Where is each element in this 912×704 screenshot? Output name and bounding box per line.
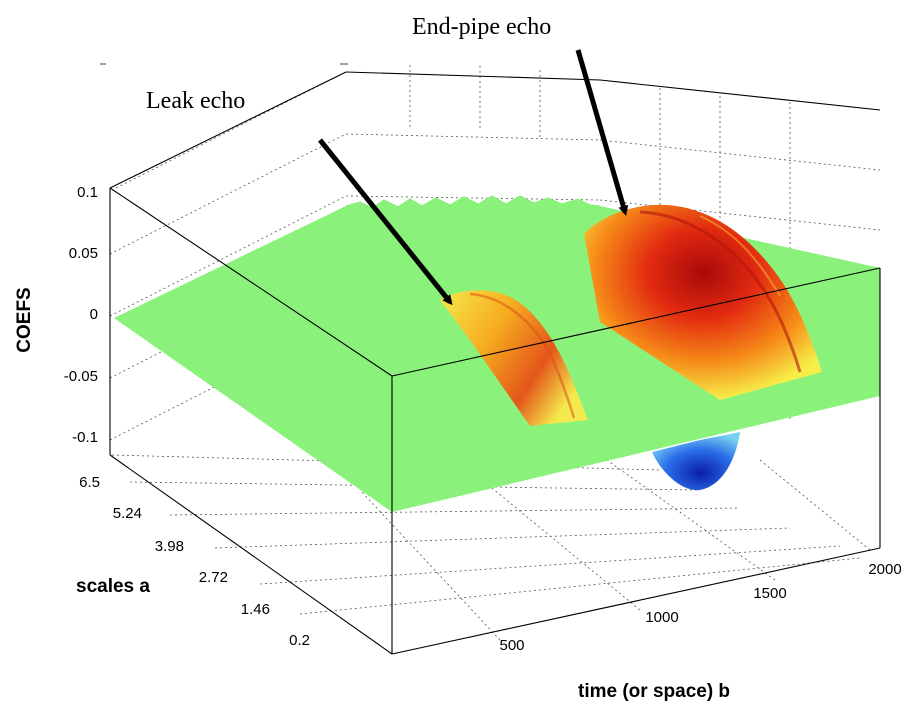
z-tick-label: 0.05: [69, 245, 98, 262]
axes-box-front: [109, 187, 881, 655]
x-axis: 500 1000 1500 2000 time (or space) b: [499, 561, 901, 702]
y-tick-label: 1.46: [241, 601, 270, 618]
y-axis: 6.5 5.24 3.98 2.72 1.46 0.2 scales a: [76, 474, 310, 649]
x-tick-label: 500: [499, 637, 524, 654]
z-axis-label: COEFS: [14, 287, 35, 352]
z-tick-label: 0.1: [77, 184, 98, 201]
end-pipe-echo-arrow: [575, 49, 629, 216]
surface: [114, 195, 880, 512]
y-tick-label: 0.2: [289, 632, 310, 649]
annotations: Leak echo End-pipe echo: [146, 14, 629, 306]
y-axis-label: scales a: [76, 576, 150, 597]
x-axis-label: time (or space) b: [578, 681, 730, 702]
end-pipe-trough: [652, 432, 740, 491]
end-pipe-bump-ridge-2: [699, 215, 781, 297]
leak-bump-ridge: [469, 292, 576, 419]
axes-box-back: [109, 71, 881, 455]
z-tick-label: -0.05: [64, 368, 98, 385]
leak-bump: [440, 290, 588, 426]
x-tick-label: 1500: [753, 585, 786, 602]
x-tick-label: 1000: [645, 609, 678, 626]
surface-noise-edge: [345, 195, 601, 209]
y-tick-label: 3.98: [155, 538, 184, 555]
leak-echo-arrow: [318, 138, 453, 306]
end-pipe-bump: [584, 204, 822, 400]
end-pipe-bump-ridge: [639, 210, 802, 373]
leak-echo-label: Leak echo: [146, 88, 245, 114]
y-tick-label: 6.5: [79, 474, 100, 491]
z-tick-label: -0.1: [72, 429, 98, 446]
end-pipe-echo-label: End-pipe echo: [412, 14, 551, 40]
y-tick-label: 2.72: [199, 569, 228, 586]
z-axis: 0.1 0.05 0 -0.05 -0.1 COEFS: [14, 184, 98, 446]
x-tick-label: 2000: [868, 561, 901, 578]
y-tick-label: 5.24: [113, 505, 142, 522]
z-tick-label: 0: [90, 306, 98, 323]
